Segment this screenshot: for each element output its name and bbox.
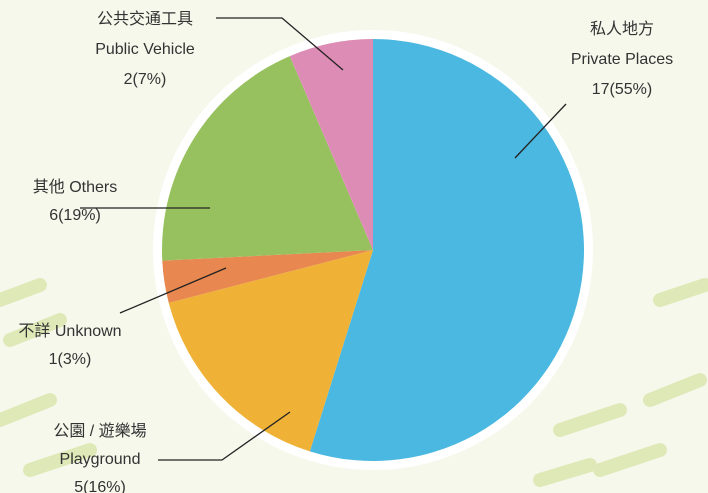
pie-slice [309, 39, 584, 461]
slice-label: 私人地方 [590, 20, 654, 38]
value-label: 1(3%) [49, 351, 92, 368]
slice-label: 其他 Others [33, 178, 117, 196]
pie-slice [162, 56, 373, 261]
value-label: 17(55%) [592, 81, 652, 98]
slice-label: Playground [60, 451, 141, 468]
slice-label: Private Places [571, 51, 673, 68]
pie-slice [162, 250, 373, 303]
pie-slice [168, 250, 373, 452]
decoration [0, 278, 708, 487]
pie-slice [289, 39, 373, 250]
leader-lines [80, 17, 567, 461]
value-label: 2(7%) [124, 71, 167, 88]
slice-label: 公共交通工具 [97, 10, 193, 28]
value-label: 5(16%) [74, 479, 126, 493]
value-label: 6(19%) [49, 207, 101, 224]
slice-label: Public Vehicle [95, 41, 195, 58]
slice-label: 公園 / 遊樂場 [53, 422, 146, 440]
slice-label: 不詳 Unknown [18, 322, 121, 340]
